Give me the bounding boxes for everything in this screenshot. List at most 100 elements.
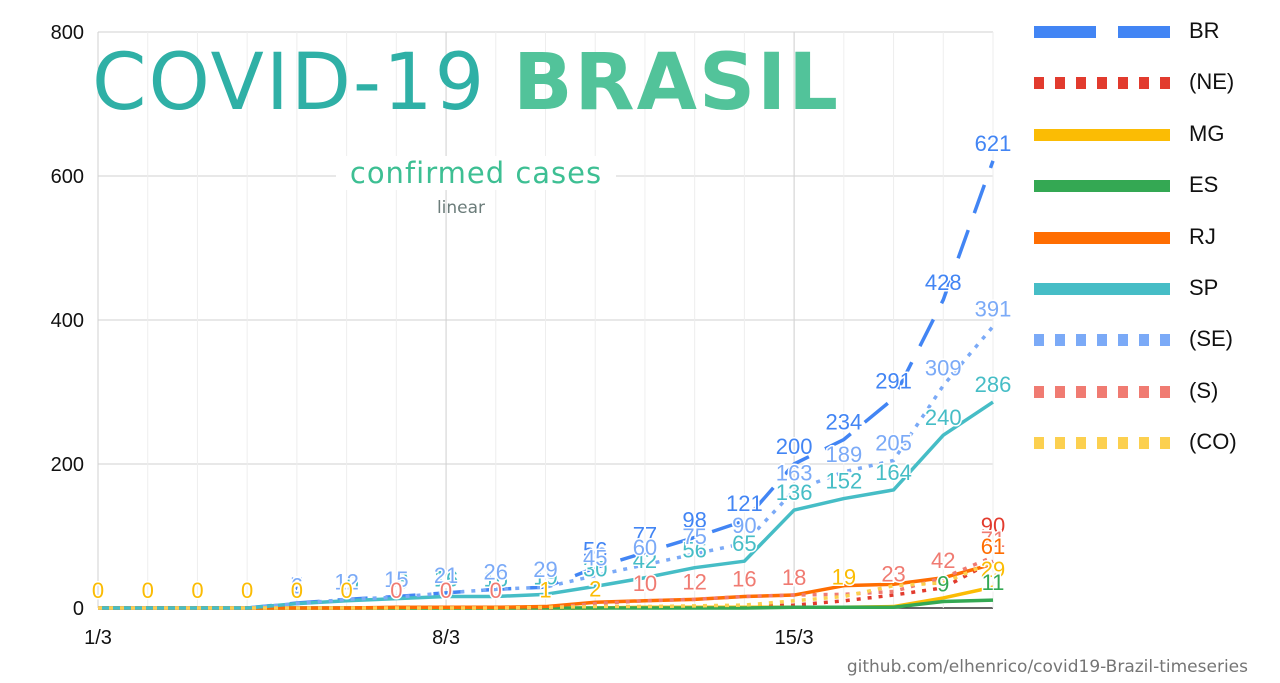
legend-swatch bbox=[1034, 26, 1170, 38]
legend-swatch bbox=[1034, 77, 1170, 90]
data-label: 56 bbox=[583, 538, 607, 563]
data-label: 90 bbox=[732, 513, 756, 538]
legend-item: (S) bbox=[1034, 370, 1274, 421]
data-label: 16 bbox=[484, 566, 508, 591]
data-label: 7 bbox=[291, 573, 303, 598]
legend-item: (SE) bbox=[1034, 318, 1274, 369]
legend-label: RJ bbox=[1189, 223, 1216, 249]
legend-label: SP bbox=[1189, 274, 1219, 300]
data-label: 234 bbox=[825, 410, 862, 435]
data-label: 0 bbox=[490, 578, 502, 603]
data-label: 77 bbox=[633, 523, 657, 548]
data-label: 65 bbox=[732, 531, 756, 556]
data-label: 121 bbox=[726, 491, 763, 516]
data-label: 21 bbox=[434, 563, 458, 588]
data-label: 71 bbox=[981, 527, 1005, 552]
data-label: 0 bbox=[291, 578, 303, 603]
data-label: 0 bbox=[340, 578, 352, 603]
legend-label: (NE) bbox=[1189, 69, 1235, 95]
x-tick-label: 8/3 bbox=[432, 627, 460, 649]
data-label: 26 bbox=[484, 559, 508, 584]
data-label: 136 bbox=[776, 480, 813, 505]
data-label: 9 bbox=[937, 572, 949, 597]
legend-item: RJ bbox=[1034, 216, 1274, 267]
data-label: 2 bbox=[589, 577, 601, 602]
chart-subtitle: confirmed cases bbox=[336, 156, 616, 190]
scale-label: linear bbox=[436, 198, 486, 218]
data-label: 12 bbox=[682, 569, 706, 594]
legend-label: (S) bbox=[1189, 377, 1219, 403]
data-label: 23 bbox=[881, 561, 905, 586]
data-label: 13 bbox=[384, 569, 408, 594]
legend-item: SP bbox=[1034, 267, 1274, 318]
data-label: 21 bbox=[434, 563, 458, 588]
data-label: 428 bbox=[925, 270, 962, 295]
source-link[interactable]: github.com/elhenrico/covid19-Brazil-time… bbox=[846, 657, 1248, 677]
data-label: 0 bbox=[440, 578, 452, 603]
data-label: 56 bbox=[682, 538, 706, 563]
data-label: 621 bbox=[975, 131, 1012, 156]
legend-label: (CO) bbox=[1189, 429, 1237, 455]
legend-swatch bbox=[1034, 385, 1170, 398]
data-label: 205 bbox=[875, 430, 912, 455]
data-label: 6 bbox=[291, 574, 303, 599]
legend: BR (NE) MG ES RJ SP (SE) (S) (CO) bbox=[1034, 10, 1274, 473]
data-label: 26 bbox=[484, 559, 508, 584]
data-label: 19 bbox=[533, 564, 557, 589]
data-label: 60 bbox=[633, 535, 657, 560]
data-label: 10 bbox=[633, 571, 657, 596]
data-label: 391 bbox=[975, 296, 1012, 321]
data-label: 16 bbox=[434, 566, 458, 591]
legend-item: BR bbox=[1034, 10, 1274, 61]
data-label: 163 bbox=[776, 461, 813, 486]
legend-swatch bbox=[1034, 282, 1170, 295]
legend-swatch bbox=[1034, 437, 1170, 450]
y-tick-label: 800 bbox=[51, 22, 84, 44]
data-label: 90 bbox=[981, 513, 1005, 538]
data-label: 12 bbox=[334, 569, 358, 594]
legend-item: ES bbox=[1034, 164, 1274, 215]
data-label: 75 bbox=[682, 524, 706, 549]
data-label: 29 bbox=[533, 557, 557, 582]
data-label: 98 bbox=[682, 507, 706, 532]
data-label: 19 bbox=[832, 564, 856, 589]
data-label: 12 bbox=[334, 569, 358, 594]
legend-swatch bbox=[1034, 128, 1170, 141]
chart-title: COVID-19 BRASIL bbox=[92, 44, 840, 122]
data-label: 18 bbox=[782, 565, 806, 590]
data-label: 11 bbox=[982, 570, 1005, 595]
legend-label: BR bbox=[1189, 18, 1220, 43]
y-tick-label: 200 bbox=[51, 454, 84, 476]
data-label: 189 bbox=[825, 442, 862, 467]
data-label: 286 bbox=[975, 372, 1012, 397]
data-label: 200 bbox=[776, 434, 813, 459]
y-tick-label: 400 bbox=[51, 310, 84, 332]
y-tick-label: 0 bbox=[73, 598, 84, 620]
data-label: 0 bbox=[142, 578, 154, 603]
data-label: 1 bbox=[539, 577, 551, 602]
data-label: 152 bbox=[825, 469, 862, 494]
y-tick-label: 600 bbox=[51, 166, 84, 188]
grid-lines bbox=[97, 31, 994, 609]
legend-label: ES bbox=[1189, 172, 1219, 198]
series-line-sp bbox=[98, 400, 994, 610]
legend-label: MG bbox=[1189, 120, 1225, 146]
data-label: 29 bbox=[533, 557, 557, 582]
title-strong: BRASIL bbox=[513, 38, 840, 128]
data-label: 0 bbox=[241, 578, 253, 603]
data-label: 10 bbox=[334, 571, 358, 596]
data-label: 0 bbox=[390, 578, 402, 603]
data-label: 42 bbox=[633, 548, 657, 573]
data-label: 16 bbox=[732, 566, 756, 591]
data-label: 309 bbox=[925, 356, 962, 381]
x-tick-label: 1/3 bbox=[84, 627, 112, 649]
legend-item: (NE) bbox=[1034, 61, 1274, 112]
legend-swatch bbox=[1034, 334, 1170, 347]
legend-label: (SE) bbox=[1189, 326, 1233, 352]
series-lines bbox=[98, 160, 995, 610]
legend-item: MG bbox=[1034, 113, 1274, 164]
data-label: 29 bbox=[981, 557, 1005, 582]
